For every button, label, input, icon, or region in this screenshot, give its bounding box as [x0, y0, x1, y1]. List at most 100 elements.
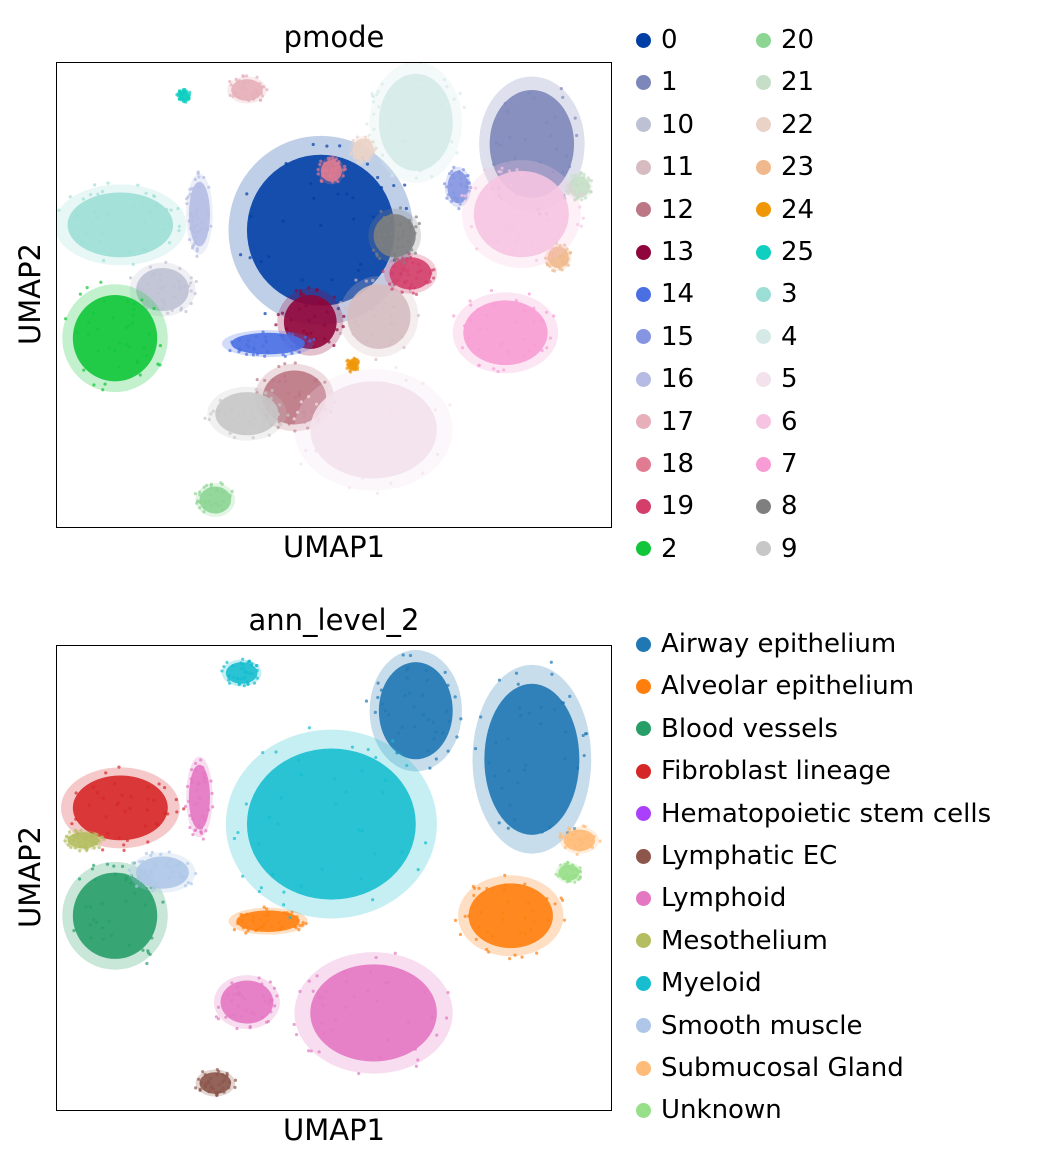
data-point	[100, 189, 105, 194]
data-point	[550, 672, 554, 676]
data-point	[243, 94, 248, 98]
data-point	[460, 193, 464, 198]
cluster-mark	[472, 660, 592, 854]
data-point	[496, 369, 500, 374]
data-point	[236, 1004, 240, 1008]
data-point	[282, 911, 286, 915]
data-point	[364, 138, 368, 142]
legend-label: 14	[661, 279, 695, 310]
data-point	[266, 1019, 270, 1024]
data-point	[581, 175, 586, 179]
data-point	[135, 359, 139, 363]
data-point	[401, 233, 405, 238]
data-point	[548, 133, 553, 138]
data-point	[156, 880, 161, 884]
data-point	[414, 276, 419, 280]
data-point	[174, 863, 178, 867]
data-point	[202, 175, 206, 180]
data-point	[117, 836, 121, 840]
data-point	[359, 159, 364, 163]
data-point	[203, 780, 207, 784]
data-point	[478, 327, 482, 331]
data-point	[232, 836, 237, 841]
data-point	[90, 842, 94, 846]
data-point	[420, 471, 425, 475]
data-point	[549, 660, 553, 664]
data-point	[362, 151, 366, 155]
data-point	[230, 981, 234, 985]
data-point	[527, 712, 531, 716]
data-point	[529, 244, 534, 248]
data-point	[159, 286, 163, 290]
data-point	[76, 836, 80, 840]
legend-item: Hematopoietic stem cells	[636, 798, 991, 830]
data-point	[564, 154, 569, 158]
data-point	[178, 871, 182, 875]
legend-marker	[636, 244, 651, 260]
data-point	[532, 96, 536, 100]
data-point	[156, 823, 160, 827]
data-point	[194, 279, 198, 284]
data-point	[262, 420, 266, 425]
data-point	[430, 175, 434, 179]
data-point	[566, 190, 570, 194]
data-point	[254, 335, 258, 339]
data-point	[366, 989, 370, 993]
legend-marker	[756, 74, 771, 90]
data-point	[371, 333, 375, 337]
cluster-mark	[345, 356, 360, 374]
data-point	[563, 862, 567, 866]
data-point	[231, 664, 235, 668]
cluster-core	[220, 980, 274, 1024]
cluster-core	[283, 295, 337, 349]
data-point	[516, 682, 520, 686]
data-point	[474, 186, 478, 190]
data-point	[130, 321, 134, 325]
data-point	[162, 299, 166, 303]
data-point	[344, 790, 348, 794]
data-point	[343, 1005, 348, 1010]
legend-item: 10	[636, 109, 694, 141]
x-axis-label: UMAP1	[282, 530, 386, 564]
data-point	[207, 500, 211, 504]
data-point	[543, 256, 548, 260]
data-point	[314, 449, 318, 453]
data-point	[343, 306, 348, 310]
data-point	[340, 410, 344, 414]
data-point	[263, 397, 267, 401]
data-point	[140, 298, 144, 302]
data-point	[387, 342, 391, 346]
data-point	[549, 248, 553, 252]
data-point	[393, 323, 397, 327]
data-point	[553, 708, 557, 712]
data-point	[281, 337, 286, 341]
data-point	[505, 349, 509, 353]
data-point	[455, 200, 460, 204]
data-point	[367, 133, 371, 137]
legend-label: 0	[661, 25, 678, 55]
data-point	[264, 339, 268, 343]
data-point	[196, 801, 200, 806]
data-point	[379, 185, 384, 190]
data-point	[176, 207, 180, 211]
cluster-mark	[63, 828, 106, 853]
data-point	[143, 220, 147, 224]
data-point	[204, 829, 208, 833]
data-point	[520, 955, 524, 959]
data-point	[93, 878, 97, 882]
data-point	[299, 293, 303, 297]
data-point	[419, 63, 423, 64]
data-point	[241, 874, 245, 878]
data-point	[406, 239, 410, 243]
data-point	[523, 916, 527, 920]
data-point	[227, 681, 232, 685]
data-point	[268, 998, 272, 1002]
data-point	[228, 348, 232, 353]
data-point	[223, 412, 227, 416]
data-point	[292, 1022, 296, 1027]
data-point	[63, 317, 68, 321]
legend-label: 18	[661, 449, 695, 479]
data-point	[423, 841, 428, 845]
data-point	[277, 920, 281, 925]
data-point	[209, 482, 213, 486]
